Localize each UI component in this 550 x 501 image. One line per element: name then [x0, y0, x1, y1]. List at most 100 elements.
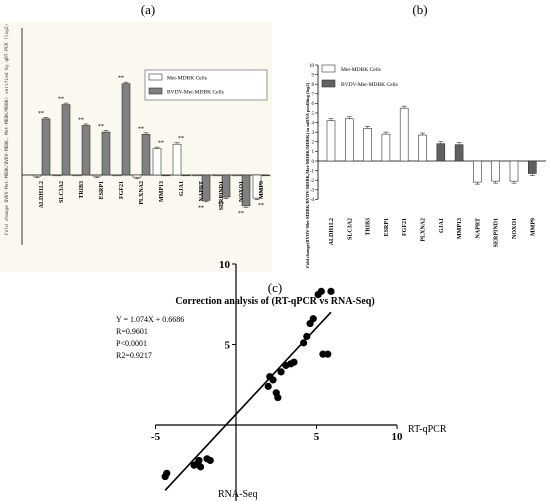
scatter-point-7 [206, 456, 214, 465]
scatter-point-5 [196, 463, 205, 471]
bar-a-mmp13-bvdv-met-mdbk-cells [161, 174, 171, 177]
xtick-label-c--5: -5 [151, 431, 161, 443]
bar-a-aldh1l2-bvdv-met-mdbk-cells [41, 118, 51, 176]
significance-a-plxna2: ** [138, 126, 144, 132]
significance-a-slc3a2: ** [58, 97, 64, 103]
bar-b-trib3-met-mdbk-cells [363, 128, 372, 162]
scatter-point-18 [303, 332, 311, 341]
scatter-point-20 [309, 315, 317, 323]
tick-a-mmp13: MMP13 [159, 181, 165, 202]
panel-b-chart: Fold change(BVDV-Met-MDBK/BVDV-MDBK,Met-… [305, 64, 546, 268]
ytick-label-b-8: 8 [312, 83, 315, 88]
ytick-label-b-10: 10 [309, 64, 315, 69]
tick-b-aldh1l2: ALDH1L2 [329, 218, 335, 245]
bar-b-fgf21-met-mdbk-cells [399, 107, 409, 162]
bar-a-mmp9-bvdv-met-mdbk-cells [261, 174, 271, 177]
ytick-label-b--4: -4 [310, 198, 315, 203]
bar-a-aldh1l2-met-mdbk-cells [32, 174, 42, 177]
bar-a-naprt-met-mdbk-cells [192, 174, 202, 177]
scatter-point-10 [269, 376, 277, 384]
legend-swatch-met-b [321, 64, 336, 73]
scatter-point-22 [317, 287, 325, 295]
panel-a-background [0, 22, 272, 272]
tick-b-naprt: NAPRT [475, 218, 481, 238]
tick-a-mmp9: MMP9 [259, 181, 265, 199]
bar-a-plxna2-bvdv-met-mdbk-cells [141, 134, 151, 176]
significance-a-noxo1: ** [238, 211, 244, 217]
bar-a-slc3a2-bvdv-met-mdbk-cells [61, 104, 71, 176]
ytick-label-c-10: 10 [219, 259, 231, 271]
panel-label-b: (b) [412, 2, 427, 17]
significance-a-mmp13: ** [158, 141, 164, 147]
ytick-label-b--3: -3 [310, 189, 315, 194]
bar-a-fgf21-bvdv-met-mdbk-cells [121, 83, 131, 176]
panel-label-a: (a) [141, 2, 155, 17]
ytick-label-b-1: 1 [312, 150, 315, 155]
bar-b-plxna2-met-mdbk-cells [418, 134, 427, 162]
tick-a-trib3: TRIB3 [79, 181, 85, 199]
tick-a-noxo1: NOXO1 [239, 181, 245, 202]
ytick-label-b-9: 9 [312, 73, 315, 78]
ytick-label-b-3: 3 [312, 131, 315, 136]
scatter-point-12 [274, 394, 282, 402]
tick-a-naprt: NAPRT [199, 181, 205, 201]
tick-b-gja1: GJA1 [439, 218, 445, 233]
bar-a-trib3-bvdv-met-mdbk-cells [81, 125, 91, 176]
significance-a-trib3: ** [78, 118, 84, 124]
tick-a-aldh1l2: ALDH1L2 [39, 181, 45, 208]
panel-a-legend: Met-MDBK Cells BVDV-Met-MDBK Cells [144, 69, 268, 101]
bar-b-naprt-met-mdbk-cells [473, 160, 482, 183]
legend-label-bvdv: BVDV-Met-MDBK Cells [167, 90, 224, 96]
bar-b-esrp1-met-mdbk-cells [381, 133, 391, 162]
significance-a-naprt: ** [198, 205, 204, 211]
tick-b-mmp13: MMP13 [457, 218, 463, 239]
panel-c-points [161, 287, 335, 481]
panel-a-legend-box [144, 69, 268, 101]
tick-b-trib3: TRIB3 [366, 218, 372, 236]
ytick-label-b-5: 5 [312, 112, 315, 117]
panel-a-chart: Fold change BVDV-Met-MDBK/BVDV-MDBK, Met… [0, 22, 272, 272]
scatter-point-16 [290, 358, 298, 366]
stats-r2: R2=0.9217 [116, 351, 152, 360]
scatter-point-24 [324, 350, 332, 358]
significance-a-serpind1: ** [218, 202, 224, 208]
significance-a-aldh1l2: ** [38, 111, 44, 117]
legend-label-met: Met-MDBK Cells [167, 76, 207, 82]
bar-b-mmp9-bvdv-met-mdbk-cells [527, 160, 537, 174]
scatter-point-13 [277, 368, 285, 376]
significance-a-fgf21: ** [118, 76, 124, 82]
tick-a-esrp1: ESRP1 [99, 181, 105, 199]
panel-b-bars [326, 105, 537, 185]
bar-b-slc3a2-met-mdbk-cells [344, 118, 354, 162]
scatter-point-4 [195, 456, 203, 465]
ytick-label-b--1: -1 [310, 169, 315, 174]
legend-swatch-bvdv-b [321, 79, 336, 88]
legend-label-met-b: Met-MDBK Cells [341, 67, 381, 73]
tick-a-plxna2: PLXNA2 [139, 181, 145, 205]
significance-a-esrp1: ** [98, 124, 104, 130]
tick-b-slc3a2: SLC3A2 [347, 218, 353, 240]
panel-a-bars: ** ** ** ** ** ** ** ** ** ** ** ** [32, 76, 271, 217]
bar-a-gja1-met-mdbk-cells [172, 143, 182, 176]
legend-swatch-met [148, 73, 163, 81]
tick-b-esrp1: ESRP1 [384, 218, 390, 236]
bar-b-mmp13-bvdv-met-mdbk-cells [454, 144, 464, 162]
bar-a-fgf21-met-mdbk-cells [112, 174, 122, 177]
bar-b-aldh1l2-met-mdbk-cells [326, 120, 336, 162]
panel-b-y-label: Fold change(BVDV-Met-MDBK/BVDV-MDBK,Met-… [305, 82, 310, 268]
scatter-point-1 [163, 469, 171, 477]
xtick-label-c-5: 5 [314, 431, 320, 443]
ytick-label-b--2: -2 [310, 179, 315, 184]
panel-c-x-axis-label: RT-qPCR [408, 424, 447, 435]
ytick-label-b-7: 7 [312, 93, 315, 98]
bar-a-serpind1-met-mdbk-cells [212, 174, 222, 177]
bar-a-esrp1-bvdv-met-mdbk-cells [101, 131, 111, 176]
tick-b-plxna2: PLXNA2 [421, 218, 427, 242]
xtick-label-c-10: 10 [392, 431, 404, 443]
ytick-label-b-4: 4 [312, 121, 315, 126]
tick-b-mmp9: MMP9 [530, 218, 536, 236]
tick-b-noxo1: NOXO1 [512, 218, 518, 239]
panel-a-y-label: Fold change BVDV-Met-MDBK/BVDV-MDBK, Met… [4, 24, 10, 235]
bar-a-gja1-bvdv-met-mdbk-cells [181, 174, 191, 177]
